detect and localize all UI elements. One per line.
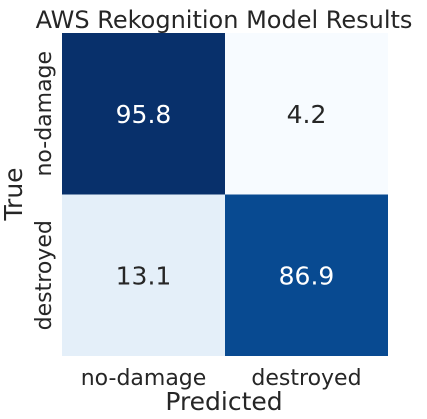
heatmap-cells [62,33,388,356]
cell-value-label: 4.2 [287,100,327,129]
heatmap-cell-destroyed-no-damage [62,194,225,356]
y-tick-label: no-damage [32,51,57,177]
x-axis-title: Predicted [165,387,282,416]
heatmap-value-labels: 95.8 4.2 13.1 86.9 [116,100,335,291]
cell-value-label: 86.9 [279,261,335,290]
chart-title: AWS Rekognition Model Results [36,6,413,34]
cell-value-label: 13.1 [116,261,172,290]
heatmap-cell-no-damage-no-damage [62,33,225,195]
heatmap-cell-destroyed-destroyed [225,194,388,356]
x-tick-label: destroyed [251,366,361,391]
axis-ticks: no-damage destroyed no-damage destroyed [32,51,362,391]
cell-value-label: 95.8 [116,100,172,129]
y-axis-title: True [0,167,28,221]
x-tick-label: no-damage [81,366,207,391]
heatmap-cell-no-damage-destroyed [225,33,388,195]
y-tick-label: destroyed [32,220,57,330]
